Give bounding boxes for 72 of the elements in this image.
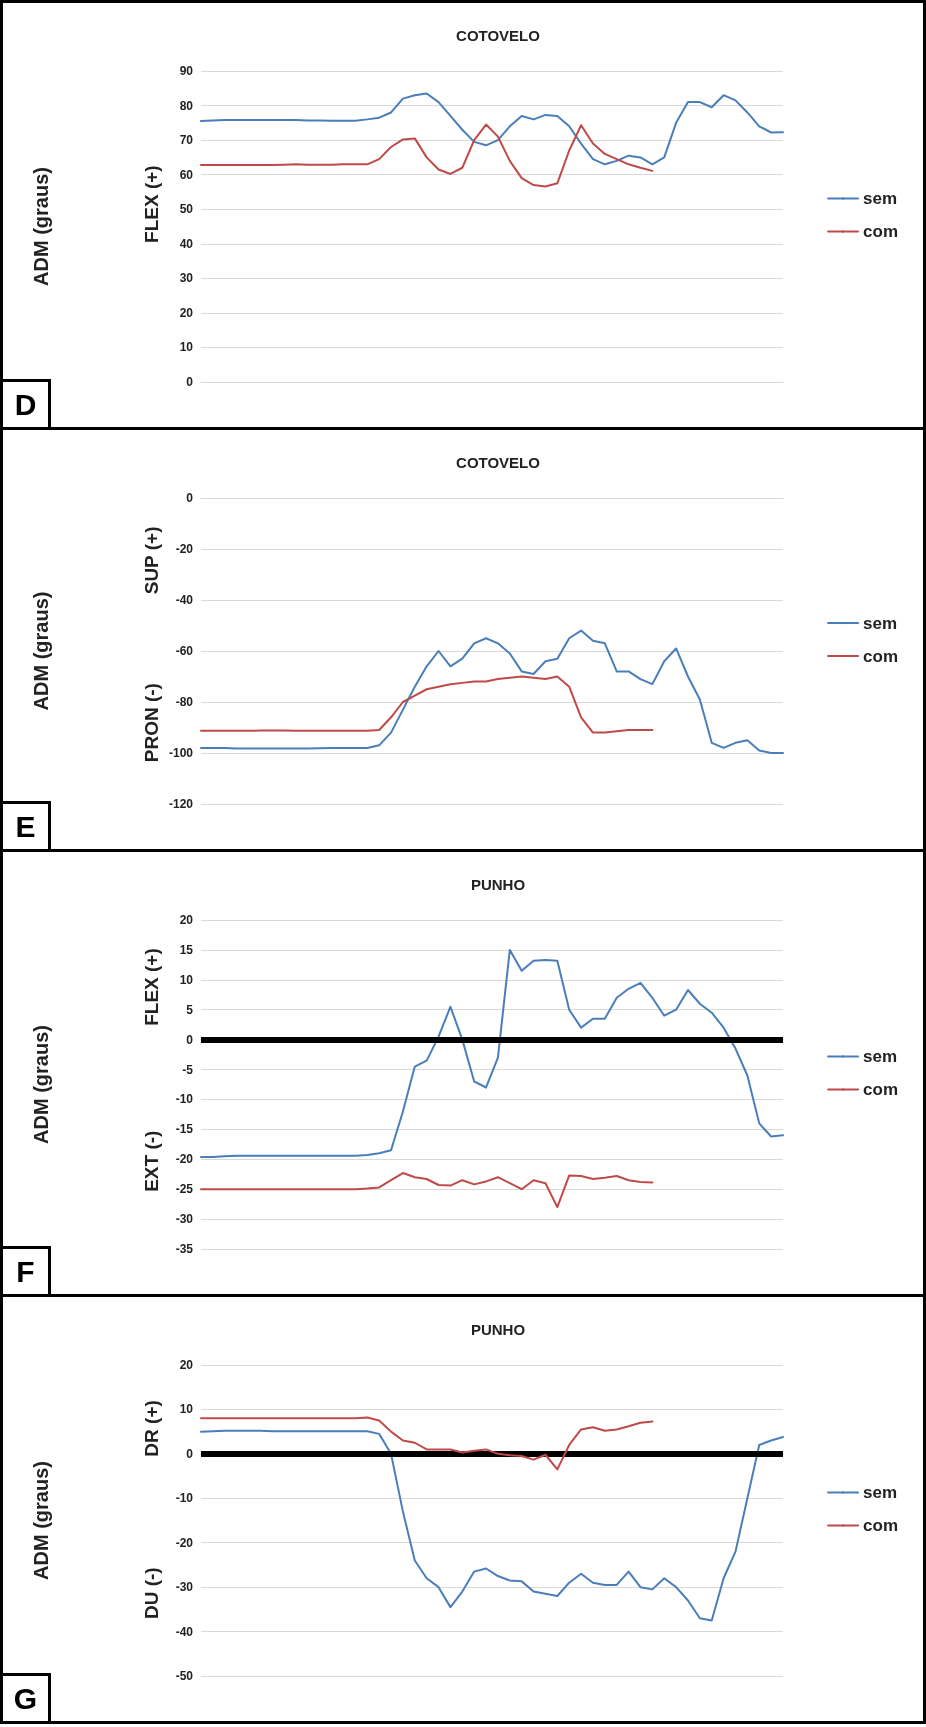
legend-label: sem <box>863 1483 898 1502</box>
y-tick-label: -40 <box>175 1624 194 1639</box>
legend-label: sem <box>863 189 898 208</box>
legend-label: com <box>863 1516 899 1535</box>
y-axis-title: ADM (graus) <box>30 1461 52 1580</box>
y-tick-label: -15 <box>175 1122 194 1137</box>
y-tick-label: 30 <box>179 271 194 286</box>
text: DU (-) <box>140 1567 162 1620</box>
y-tick-label: -60 <box>175 644 194 658</box>
y-tick-label: -100 <box>168 746 194 760</box>
y-tick-label: 10 <box>179 340 194 355</box>
y-tick-label: 80 <box>179 98 194 113</box>
chart-title: PUNHO <box>470 1321 526 1338</box>
y-tick-label: 20 <box>179 305 194 320</box>
line-series <box>200 123 654 188</box>
legend-label: sem <box>863 613 898 633</box>
y-tick-label: -50 <box>175 1669 194 1683</box>
chart-title: PUNHO <box>470 876 526 893</box>
chart-title: COTOVELO <box>456 27 541 44</box>
y-tick-label: 10 <box>179 972 194 987</box>
y-tick-label: 50 <box>179 202 194 217</box>
text: PRON (-) <box>140 683 162 763</box>
y-tick-label: -30 <box>175 1212 194 1227</box>
text: EXT (-) <box>140 1130 162 1192</box>
y-tick-label: -10 <box>175 1491 194 1506</box>
y-tick-label: 20 <box>179 1358 194 1372</box>
text: D <box>3 379 51 427</box>
y-axis-title: ADM (graus) <box>30 1025 52 1144</box>
y-tick-label: -20 <box>175 1535 194 1550</box>
y-tick-label: -80 <box>175 695 194 709</box>
y-tick-label: -5 <box>182 1062 194 1077</box>
y-tick-label: 0 <box>186 375 194 389</box>
line-series <box>200 629 784 754</box>
y-axis-title: ADM (graus) <box>30 591 52 711</box>
text: SUP (+) <box>140 526 162 595</box>
y-tick-label: 20 <box>179 913 194 927</box>
y-tick-label: -20 <box>175 542 194 556</box>
line-series <box>200 1416 654 1471</box>
line-series <box>200 92 784 166</box>
y-tick-label: 0 <box>186 1032 194 1047</box>
y-tick-label: 5 <box>186 1002 194 1017</box>
y-tick-label: -40 <box>175 593 194 607</box>
y-tick-label: 70 <box>179 133 194 148</box>
text: DR (+) <box>140 1400 162 1457</box>
y-tick-label: -20 <box>175 1152 194 1167</box>
text: FLEX (+) <box>140 948 162 1026</box>
text: FLEX (+) <box>140 165 162 243</box>
y-tick-label: 90 <box>179 64 194 78</box>
y-tick-label: 0 <box>186 491 194 505</box>
chart-title: COTOVELO <box>456 454 541 471</box>
y-tick-label: -120 <box>168 797 194 811</box>
text: E <box>3 801 51 849</box>
y-tick-label: -10 <box>175 1092 194 1107</box>
legend-label: com <box>863 1080 899 1099</box>
text: F <box>3 1246 51 1294</box>
legend-label: com <box>863 646 899 666</box>
y-tick-label: 15 <box>179 942 194 957</box>
y-tick-label: 10 <box>179 1402 194 1417</box>
y-tick-label: -25 <box>175 1182 194 1197</box>
legend-label: sem <box>863 1047 898 1066</box>
y-tick-label: 0 <box>186 1446 194 1461</box>
y-axis-title: ADM (graus) <box>30 167 52 286</box>
text: G <box>3 1673 51 1721</box>
line-series <box>200 675 654 734</box>
legend-label: com <box>863 222 899 241</box>
y-tick-label: 60 <box>179 167 194 182</box>
y-tick-label: -35 <box>175 1242 194 1256</box>
y-tick-label: 40 <box>179 236 194 251</box>
y-tick-label: -30 <box>175 1580 194 1595</box>
line-series <box>200 1429 784 1622</box>
line-series <box>200 1172 654 1209</box>
line-series <box>200 948 784 1158</box>
